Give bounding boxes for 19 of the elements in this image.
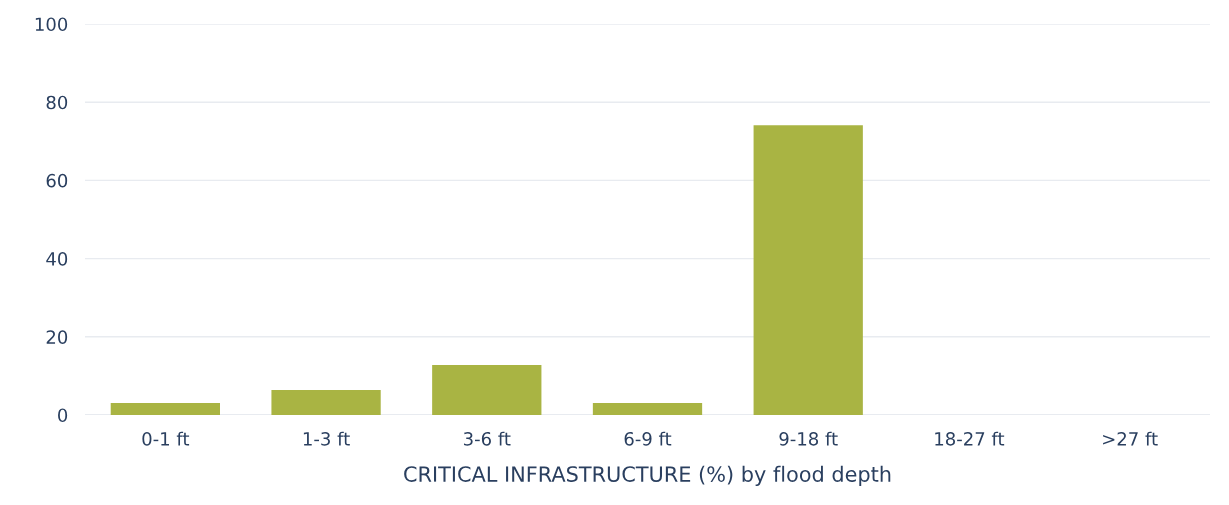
x-tick-label: >27 ft [1103, 431, 1158, 446]
x-tick-label: 18-27 ft [935, 431, 1005, 446]
x-tick-label: 0-1 ft [142, 431, 190, 446]
bar [753, 125, 863, 415]
bar [432, 364, 542, 415]
y-tick-label: 100 [35, 17, 68, 32]
x-tick-label: 1-3 ft [303, 431, 350, 446]
x-tick-label: 3-6 ft [463, 431, 511, 446]
x-tick-label: 6-9 ft [624, 431, 672, 446]
y-tick-label: 20 [46, 330, 68, 344]
x-tick-label: 9-18 ft [779, 431, 838, 446]
x-axis-title: CRITICAL INFRASTRUCTURE (%) by flood depth [404, 465, 891, 486]
y-tick-label: 60 [46, 173, 68, 188]
y-tick-label: 40 [46, 252, 68, 266]
bar [110, 402, 220, 415]
bar [271, 389, 381, 415]
y-tick-label: 0 [58, 408, 68, 423]
y-tick-label: 80 [46, 95, 68, 110]
bar [592, 402, 703, 415]
